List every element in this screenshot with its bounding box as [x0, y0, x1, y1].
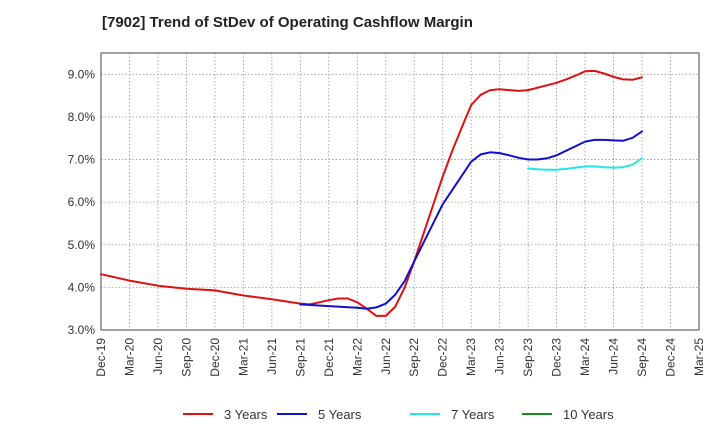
x-tick-label: Mar-25 — [692, 338, 706, 376]
y-tick-label: 6.0% — [68, 195, 96, 209]
x-tick-label: Dec-21 — [322, 338, 336, 377]
series-line-7-years — [527, 157, 643, 171]
y-tick-label: 4.0% — [68, 280, 96, 294]
legend-label: 3 Years — [224, 407, 268, 422]
x-tick-label: Sep-23 — [521, 338, 535, 377]
y-tick-label: 3.0% — [68, 323, 96, 337]
x-tick-label: Mar-21 — [236, 338, 250, 376]
x-tick-label: Jun-22 — [379, 338, 393, 375]
series-line-3-years — [100, 69, 643, 317]
y-tick-label: 5.0% — [68, 238, 96, 252]
x-tick-label: Sep-22 — [407, 338, 421, 377]
x-tick-label: Sep-21 — [293, 338, 307, 377]
x-tick-label: Dec-19 — [94, 338, 108, 377]
x-tick-label: Mar-22 — [350, 338, 364, 376]
legend-label: 10 Years — [563, 407, 614, 422]
x-tick-label: Mar-20 — [122, 338, 136, 376]
x-tick-label: Mar-23 — [464, 338, 478, 376]
legend: 3 Years 5 Years 7 Years 10 Years — [183, 407, 614, 422]
x-tick-label: Dec-20 — [208, 338, 222, 377]
x-tick-label: Sep-20 — [179, 338, 193, 377]
x-tick-label: Mar-24 — [578, 338, 592, 376]
x-tick-label: Sep-24 — [635, 338, 649, 377]
x-tick-label: Jun-24 — [607, 338, 621, 375]
series-line-5-years — [299, 130, 643, 310]
legend-label: 7 Years — [451, 407, 495, 422]
series-layer — [100, 69, 643, 317]
x-tick-label: Jun-20 — [151, 338, 165, 375]
y-tick-label: 8.0% — [68, 110, 96, 124]
y-tick-label: 7.0% — [68, 153, 96, 167]
x-tick-label: Jun-23 — [493, 338, 507, 375]
x-tick-label: Dec-22 — [436, 338, 450, 377]
axis-layer: Dec-19 Mar-20 Jun-20 Sep-20 Dec-20 Mar-21 Jun-… — [68, 52, 706, 377]
chart-title: [7902] Trend of StDev of Operating Cashf… — [102, 14, 473, 31]
x-tick-label: Jun-21 — [265, 338, 279, 375]
x-tick-label: Dec-23 — [550, 338, 564, 377]
plot-frame — [100, 52, 700, 331]
y-tick-label: 9.0% — [68, 67, 96, 81]
legend-label: 5 Years — [318, 407, 362, 422]
x-tick-label: Dec-24 — [664, 338, 678, 377]
